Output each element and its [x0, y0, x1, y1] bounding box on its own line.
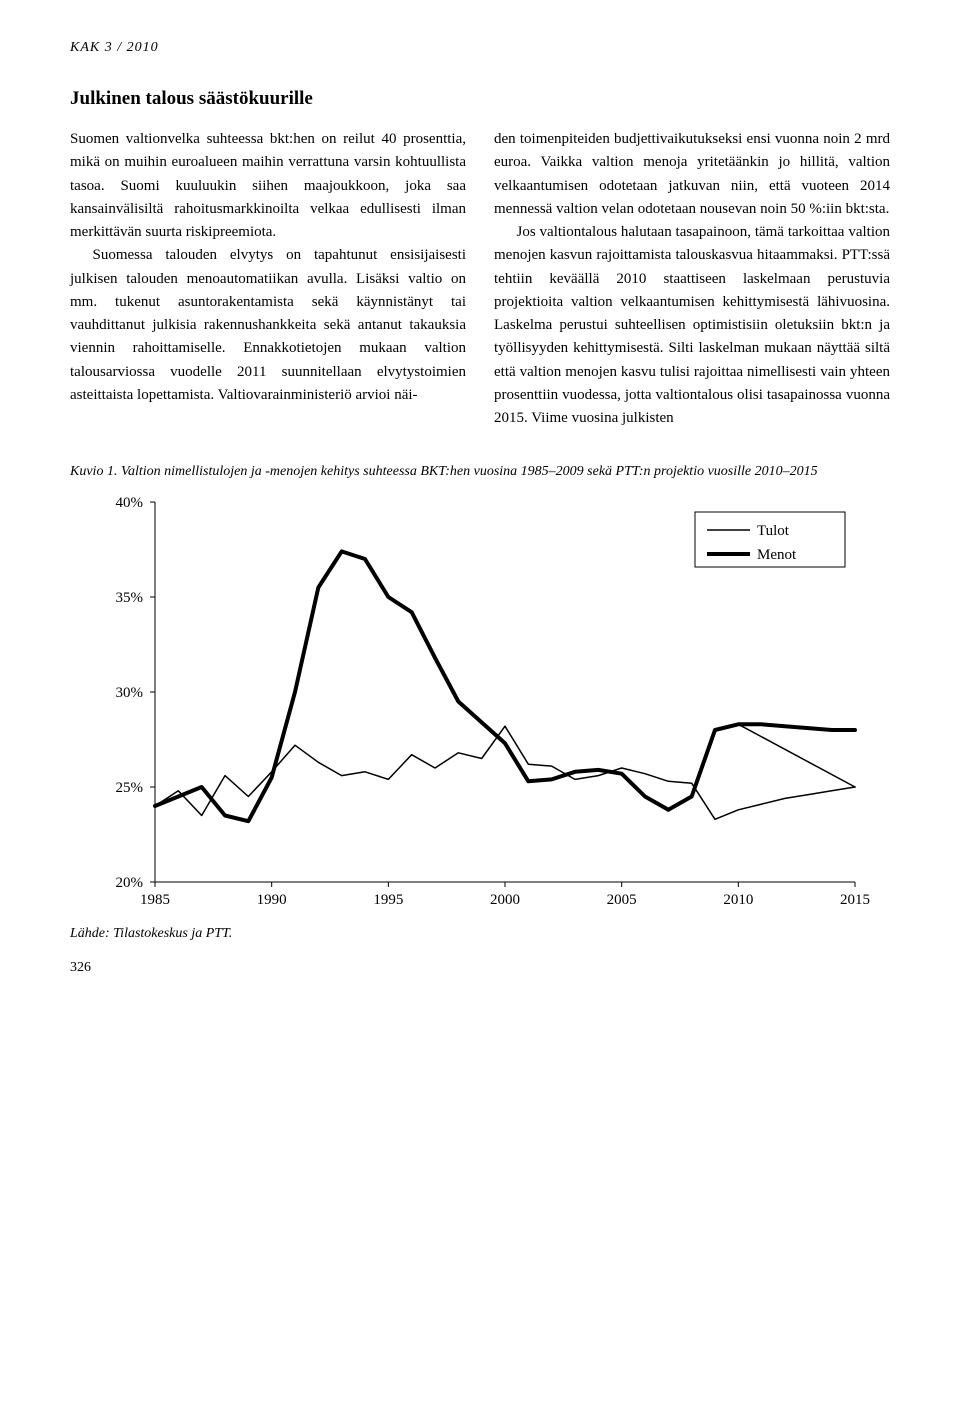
left-column: Suomen valtionvelka suhteessa bkt:hen on…: [70, 128, 466, 430]
svg-text:1990: 1990: [257, 892, 287, 908]
right-p2: Jos valtiontalous halutaan tasapainoon, …: [494, 221, 890, 430]
left-p2: Suomessa talouden elvytys on tapahtunut …: [70, 244, 466, 407]
svg-text:1995: 1995: [373, 892, 403, 908]
svg-text:25%: 25%: [116, 780, 144, 796]
page-number: 326: [70, 960, 890, 976]
figure-caption: Kuvio 1. Valtion nimellistulojen ja -men…: [70, 462, 890, 482]
svg-text:2000: 2000: [490, 892, 520, 908]
source-text: Lähde: Tilastokeskus ja PTT.: [70, 926, 890, 942]
svg-text:35%: 35%: [116, 590, 144, 606]
svg-text:40%: 40%: [116, 495, 144, 511]
body-columns: Suomen valtionvelka suhteessa bkt:hen on…: [70, 128, 890, 430]
svg-text:Menot: Menot: [757, 547, 797, 563]
svg-text:1985: 1985: [140, 892, 170, 908]
svg-text:30%: 30%: [116, 685, 144, 701]
svg-text:2010: 2010: [723, 892, 753, 908]
page-header: KAK 3 / 2010: [70, 40, 890, 56]
right-p1: den toimenpiteiden budjettivaikutukseksi…: [494, 128, 890, 221]
left-p1: Suomen valtionvelka suhteessa bkt:hen on…: [70, 128, 466, 244]
section-title: Julkinen talous säästökuurille: [70, 88, 890, 110]
svg-text:20%: 20%: [116, 875, 144, 891]
svg-text:2005: 2005: [607, 892, 637, 908]
svg-text:2015: 2015: [840, 892, 870, 908]
line-chart: 20% 25% 30% 35% 40% 1985 1990 1995 2000 2005 2010 2…: [85, 492, 875, 912]
svg-text:Tulot: Tulot: [757, 523, 790, 539]
right-column: den toimenpiteiden budjettivaikutukseksi…: [494, 128, 890, 430]
